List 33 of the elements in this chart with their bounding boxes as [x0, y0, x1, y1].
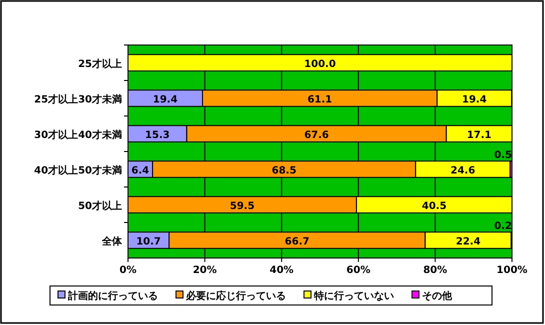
x-tick-label: 0% — [120, 265, 136, 276]
y-tick-label: 30才以上40才未満 — [34, 128, 122, 141]
data-label: 19.4 — [462, 94, 487, 106]
y-tick-label: 25才以上 — [78, 58, 122, 70]
data-label: 66.7 — [284, 236, 310, 248]
legend-label: 計画的に行っている — [67, 290, 158, 302]
data-label: 6.4 — [131, 165, 150, 176]
data-label: 17.1 — [466, 130, 492, 141]
data-label: 0.2 — [494, 221, 512, 232]
x-tick-label: 20% — [192, 265, 217, 276]
data-label: 19.4 — [152, 94, 178, 106]
x-tick-label: 40% — [270, 265, 294, 276]
data-label: 0.5 — [494, 150, 512, 162]
data-label: 15.3 — [145, 130, 170, 141]
x-tick-label: 100% — [496, 265, 528, 276]
data-label: 24.6 — [450, 165, 476, 176]
x-tick-label: 60% — [346, 265, 370, 276]
y-tick-label: 全体 — [101, 235, 123, 248]
y-tick-label: 50才以上 — [78, 200, 122, 212]
data-label: 10.7 — [136, 236, 161, 248]
data-label: 61.1 — [307, 94, 332, 106]
y-tick-label: 25才以上30才未満 — [34, 93, 122, 106]
legend-label: 特に行っていない — [313, 290, 394, 302]
legend-label: その他 — [422, 290, 453, 302]
y-tick-label: 40才以上50才未満 — [34, 164, 122, 176]
data-label: 59.5 — [230, 200, 255, 212]
data-label: 100.0 — [304, 58, 336, 70]
legend-label: 必要に応じ行っている — [185, 290, 286, 302]
data-label: 22.4 — [456, 236, 481, 248]
data-label: 67.6 — [304, 130, 329, 141]
x-tick-label: 80% — [423, 265, 448, 276]
data-label: 68.5 — [272, 165, 296, 176]
data-label: 40.5 — [422, 200, 447, 212]
